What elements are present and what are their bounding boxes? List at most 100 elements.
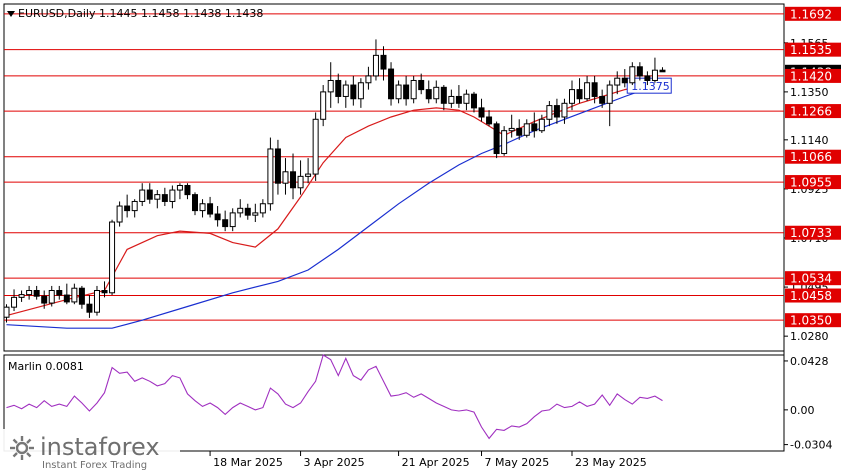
- candle-body: [297, 175, 304, 189]
- candle: [139, 183, 146, 207]
- candle: [18, 290, 25, 302]
- price-level-badge: [785, 68, 841, 83]
- candle-body: [176, 184, 183, 191]
- price-level-label: 1.0458: [790, 289, 832, 303]
- candle: [350, 75, 357, 106]
- candle: [214, 206, 221, 227]
- candle-body: [614, 77, 621, 86]
- candle-body: [561, 102, 568, 118]
- symbol-dropdown-icon[interactable]: [7, 11, 15, 17]
- instaforex-watermark: instaforex Instant Forex Trading: [0, 429, 180, 474]
- candle: [244, 203, 251, 220]
- candle-body: [63, 294, 70, 303]
- price-level-label: 1.0534: [790, 272, 832, 286]
- candle-body: [48, 290, 55, 304]
- indicator-axis-tick-label: 0.00: [790, 404, 815, 417]
- candle-body: [199, 203, 206, 212]
- candle: [26, 285, 33, 300]
- candle-body: [93, 290, 100, 313]
- candle-body: [267, 148, 274, 205]
- candle-body: [659, 69, 666, 73]
- candle: [614, 71, 621, 95]
- candle-body: [365, 75, 372, 84]
- candle-body: [418, 79, 425, 91]
- candle: [41, 290, 48, 309]
- candle: [380, 46, 387, 81]
- candle-body: [169, 189, 176, 202]
- candle-body: [56, 290, 63, 296]
- candle-body: [584, 82, 591, 100]
- candle-body: [3, 306, 10, 318]
- candle: [131, 199, 138, 218]
- candle-body: [440, 86, 447, 104]
- candle-body: [259, 203, 266, 214]
- candle-body: [33, 290, 40, 297]
- candle: [493, 121, 500, 159]
- candle-body: [146, 189, 153, 200]
- candle: [222, 210, 229, 232]
- candle-body: [395, 84, 402, 100]
- price-level-labels: 1.1692 1.1535 1.1420 1.1266 1.1066 1.0955 1.07…: [785, 6, 841, 328]
- candle: [11, 289, 18, 312]
- candle: [425, 80, 432, 104]
- candle: [192, 192, 198, 216]
- candle: [3, 304, 10, 323]
- candle-body: [244, 207, 251, 216]
- candle: [516, 119, 523, 140]
- candle-body: [192, 194, 198, 212]
- candle: [486, 110, 493, 127]
- candle: [372, 39, 379, 81]
- candle: [659, 67, 666, 73]
- time-axis-label: 23 May 2025: [575, 456, 647, 469]
- candle: [56, 285, 63, 300]
- candle: [335, 73, 342, 104]
- candle: [357, 78, 364, 108]
- price-level-label: 1.1266: [790, 105, 832, 119]
- price-level-label: 1.0733: [790, 226, 832, 240]
- candle: [599, 89, 606, 108]
- candle: [470, 91, 477, 113]
- ma-callout-value: 1.1375: [631, 80, 670, 93]
- candle: [161, 187, 168, 207]
- time-axis: 18 Mar 2025 3 Apr 2025 21 Apr 2025 7 May 20…: [209, 451, 647, 469]
- candle-body: [290, 171, 297, 189]
- instaforex-tagline: Instant Forex Trading: [42, 460, 147, 471]
- candle-body: [312, 118, 319, 175]
- candle-body: [501, 130, 508, 155]
- candle: [207, 196, 214, 218]
- candle: [237, 199, 244, 218]
- time-axis-label: 18 Mar 2025: [213, 456, 283, 469]
- candle: [146, 183, 153, 204]
- candle-body: [78, 287, 85, 305]
- candle-body: [455, 95, 462, 104]
- candle: [282, 158, 289, 195]
- candle-body: [523, 123, 530, 136]
- candle-body: [282, 171, 289, 184]
- candle-body: [131, 200, 138, 212]
- candle: [418, 73, 425, 95]
- candle: [199, 199, 206, 218]
- price-level-badge: [785, 6, 841, 21]
- price-axis-tick-label: 1.0280: [790, 330, 829, 343]
- candle: [290, 153, 297, 200]
- candle-body: [516, 127, 523, 136]
- indicator-axis-tick-label: -0.0304: [790, 439, 832, 452]
- candle: [508, 114, 515, 138]
- candle-body: [591, 82, 598, 97]
- candle: [606, 80, 613, 127]
- instaforex-logo-icon: [10, 436, 34, 460]
- candle: [305, 158, 312, 184]
- candle: [636, 62, 643, 81]
- candle: [561, 98, 568, 124]
- candle-body: [71, 287, 78, 303]
- candle-body: [41, 295, 48, 304]
- candle: [71, 283, 78, 305]
- candle: [523, 119, 530, 138]
- candle: [312, 112, 319, 181]
- candle: [569, 80, 575, 111]
- candle-body: [320, 91, 327, 120]
- candle-body: [252, 212, 259, 216]
- candle-body: [101, 290, 108, 294]
- price-level-label: 1.0350: [790, 314, 832, 328]
- candle-body: [214, 213, 221, 221]
